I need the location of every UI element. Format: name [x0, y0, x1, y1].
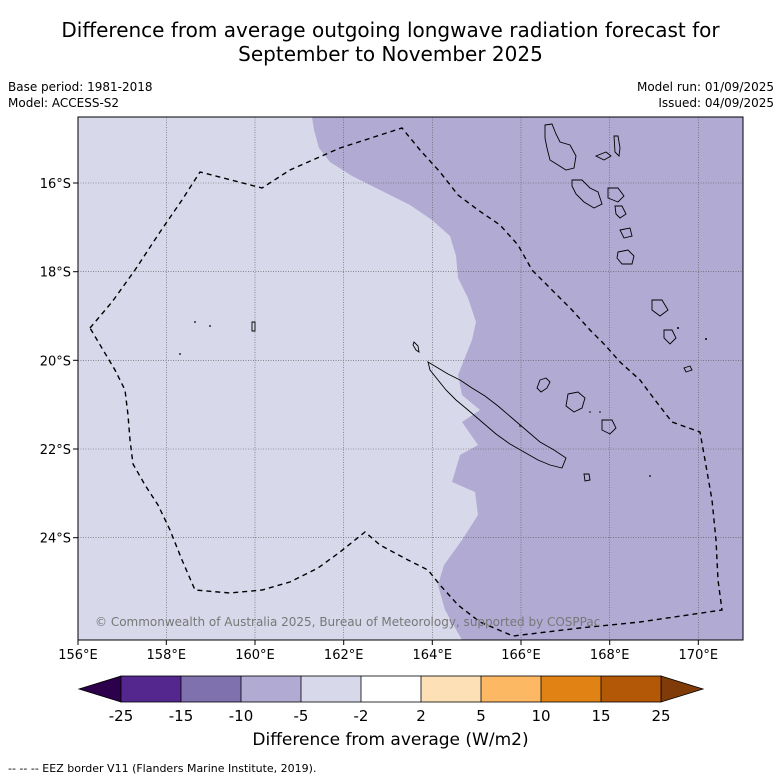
anomaly-region-east	[312, 117, 743, 640]
colorbar-tick: 25	[651, 707, 670, 725]
colorbar-tick: -10	[229, 707, 254, 725]
lon-label-160e: 160°E	[235, 648, 275, 663]
copyright-notice: © Commonwealth of Australia 2025, Bureau…	[95, 615, 600, 629]
vanuatu-maewo	[613, 135, 621, 157]
small-islets	[179, 321, 707, 477]
lat-label-24s: 24°S	[40, 532, 71, 547]
colorbar-over-extension	[660, 675, 705, 703]
graticule	[78, 117, 743, 640]
colorbar-bin-2	[181, 676, 241, 702]
colorbar-under-extension	[77, 675, 122, 703]
lat-label-22s: 22°S	[40, 443, 71, 458]
vanuatu-pentecost	[607, 187, 625, 203]
longitude-labels: 156°E 158°E 160°E 162°E 164°E 166°E 168°…	[58, 640, 718, 663]
vanuatu-efate	[619, 227, 633, 239]
colorbar-tick: 5	[476, 707, 486, 725]
colorbar-bin-4	[301, 676, 361, 702]
colorbar-tick: 2	[416, 707, 426, 725]
colorbar-bin-1	[121, 676, 181, 702]
eez-border	[89, 127, 723, 637]
run-info: Model run: 01/09/2025 Issued: 04/09/2025	[637, 79, 774, 111]
lon-label-168e: 168°E	[590, 648, 630, 663]
colorbar: -25 -15 -10 -5 -2 2 5 10 15 25	[77, 675, 705, 725]
colorbar-tick: -5	[294, 707, 309, 725]
belep-islands	[412, 341, 420, 353]
loyalty-island-lifou	[565, 391, 586, 413]
colorbar-bin-8	[541, 676, 601, 702]
lon-label-164e: 164°E	[413, 648, 453, 663]
colorbar-tick: 10	[531, 707, 550, 725]
coastlines	[251, 123, 693, 482]
colorbar-bin-9	[601, 676, 661, 702]
eez-footnote: -- -- -- EEZ border V11 (Flanders Marine…	[8, 762, 317, 775]
issued-date: Issued: 04/09/2025	[658, 96, 774, 110]
colorbar-bin-7	[481, 676, 541, 702]
map-frame	[77, 116, 744, 641]
lon-label-166e: 166°E	[501, 648, 541, 663]
lon-label-170e: 170°E	[679, 648, 719, 663]
vanuatu-erromango	[616, 249, 635, 265]
loyalty-island-ouvea	[536, 377, 551, 393]
base-period: Base period: 1981-2018	[8, 80, 153, 94]
colorbar-tick: 15	[591, 707, 610, 725]
colorbar-tick: -2	[354, 707, 369, 725]
vanuatu-espiritu-santo	[544, 123, 577, 171]
lat-label-16s: 16°S	[40, 177, 71, 192]
matthew-island	[683, 365, 693, 373]
colorbar-outline	[120, 675, 662, 703]
colorbar-tick: -15	[169, 707, 194, 725]
model-name: Model: ACCESS-S2	[8, 96, 120, 110]
latitude-labels: 16°S 18°S 20°S 22°S 24°S	[40, 177, 78, 547]
loyalty-island-mare	[601, 419, 617, 435]
map-area: © Commonwealth of Australia 2025, Bureau…	[78, 117, 743, 640]
lon-label-156e: 156°E	[58, 648, 98, 663]
chesterfield-islet	[251, 321, 256, 332]
isle-of-pines	[583, 473, 591, 482]
vanuatu-malakula	[571, 179, 603, 209]
vanuatu-ambae	[594, 151, 612, 161]
colorbar-label: Difference from average (W/m2)	[252, 730, 529, 750]
lat-label-18s: 18°S	[40, 266, 71, 281]
new-caledonia-island	[427, 361, 567, 469]
colorbar-bin-3	[241, 676, 301, 702]
lon-label-162e: 162°E	[324, 648, 364, 663]
vanuatu-epi	[614, 205, 627, 219]
vanuatu-tanna	[651, 299, 669, 317]
vanuatu-aneityum	[663, 329, 677, 345]
colorbar-bin-6	[421, 676, 481, 702]
model-info: Base period: 1981-2018 Model: ACCESS-S2	[8, 79, 153, 111]
colorbar-bin-5	[361, 676, 421, 702]
lat-label-20s: 20°S	[40, 354, 71, 369]
map-title: Difference from average outgoing longwav…	[0, 18, 781, 66]
title-line-2: September to November 2025	[238, 42, 543, 66]
colorbar-tick: -25	[109, 707, 134, 725]
title-line-1: Difference from average outgoing longwav…	[61, 18, 720, 42]
model-run: Model run: 01/09/2025	[636, 80, 774, 94]
lon-label-158e: 158°E	[147, 648, 187, 663]
